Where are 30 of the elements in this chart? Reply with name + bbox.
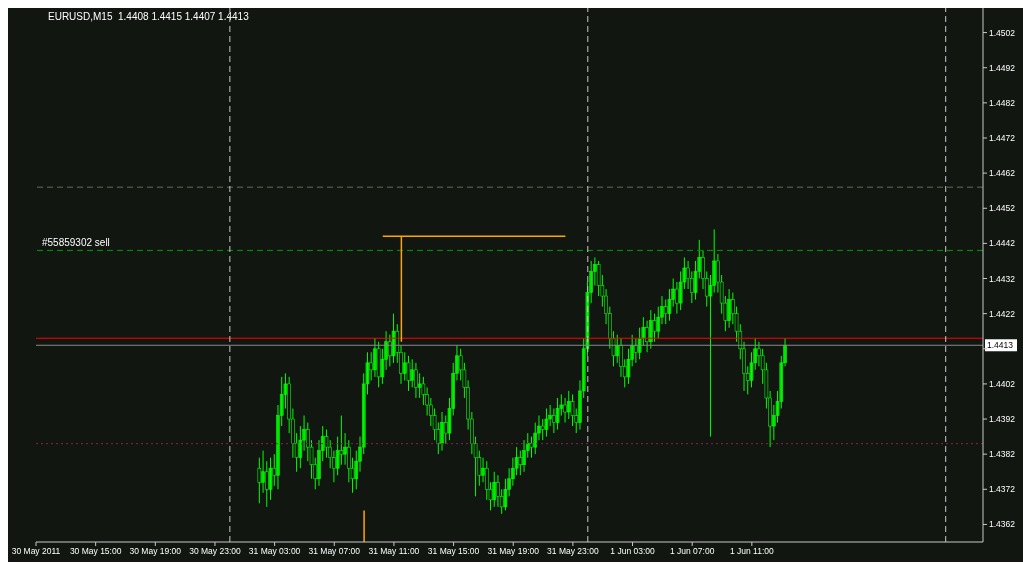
x-tick-label: 30 May 23:00 bbox=[189, 546, 241, 557]
ref-line-label: #55859302 sell bbox=[42, 237, 110, 249]
y-tick-label: 1.4462 bbox=[989, 168, 1016, 179]
x-tick-label: 31 May 11:00 bbox=[368, 546, 420, 557]
x-tick-label: 30 May 19:00 bbox=[129, 546, 182, 557]
x-tick-label: 30 May 2011 bbox=[11, 546, 61, 557]
x-tick-label: 31 May 19:00 bbox=[487, 546, 540, 557]
y-tick-label: 1.4402 bbox=[989, 378, 1016, 389]
chart-title: EURUSD,M15 1.4408 1.4415 1.4407 1.4413 bbox=[48, 11, 249, 22]
x-tick-label: 31 May 23:00 bbox=[547, 546, 599, 557]
x-tick-label: 30 May 15:00 bbox=[69, 546, 122, 557]
x-tick-label: 31 May 07:00 bbox=[308, 546, 361, 557]
y-tick-label: 1.4442 bbox=[989, 238, 1016, 249]
x-tick-label: 1 Jun 07:00 bbox=[669, 546, 715, 557]
y-tick-label: 1.4392 bbox=[989, 414, 1016, 425]
y-tick-label: 1.4432 bbox=[989, 273, 1016, 284]
y-tick-label: 1.4372 bbox=[989, 484, 1016, 495]
x-tick-label: 1 Jun 03:00 bbox=[610, 546, 656, 557]
y-tick-label: 1.4362 bbox=[989, 519, 1016, 530]
y-tick-label: 1.4422 bbox=[989, 308, 1016, 319]
x-tick-label: 31 May 03:00 bbox=[248, 546, 301, 557]
y-tick-label: 1.4472 bbox=[989, 133, 1016, 143]
y-tick-label: 1.4482 bbox=[989, 97, 1016, 108]
ref-line-label: 1.4413 bbox=[987, 340, 1014, 351]
y-tick-label: 1.4502 bbox=[989, 27, 1016, 38]
x-tick-label: 1 Jun 11:00 bbox=[729, 546, 775, 557]
x-tick-label: 31 May 15:00 bbox=[427, 546, 480, 557]
y-tick-label: 1.4452 bbox=[989, 203, 1016, 214]
y-tick-label: 1.4492 bbox=[989, 62, 1016, 73]
y-tick-label: 1.4382 bbox=[989, 449, 1016, 460]
